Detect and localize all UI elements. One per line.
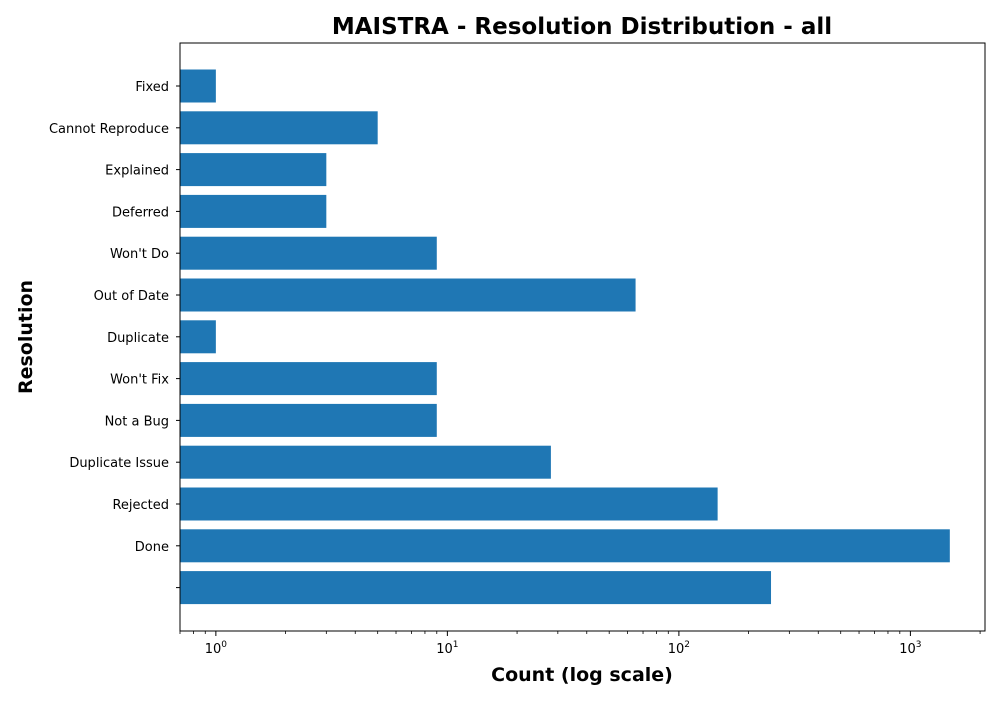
bar-2 <box>180 153 327 187</box>
y-tick-label-0: Fixed <box>135 80 169 95</box>
bar-5 <box>180 278 636 312</box>
ticks-layer: Fixed Cannot Reproduce Explained Deferred Wo… <box>49 80 981 657</box>
x-axis-label: Count (log scale) <box>491 664 673 686</box>
y-tick-label-6: Duplicate <box>107 331 169 346</box>
y-tick-label-1: Cannot Reproduce <box>49 122 169 137</box>
y-tick-label-11: Done <box>135 540 169 555</box>
bar-9 <box>180 445 551 479</box>
bar-10 <box>180 487 718 521</box>
y-tick-label-5: Out of Date <box>94 289 169 304</box>
bar-1 <box>180 111 378 145</box>
y-tick-label-4: Won't Do <box>110 247 169 262</box>
y-tick-label-7: Won't Fix <box>110 373 169 388</box>
chart-title: MAISTRA - Resolution Distribution - all <box>332 14 832 40</box>
bars-layer <box>180 69 950 605</box>
x-tick-label-0: 100 <box>205 640 228 657</box>
y-tick-label-8: Not a Bug <box>105 414 169 429</box>
bar-12 <box>180 571 772 605</box>
x-tick-label-2: 102 <box>668 640 690 657</box>
y-tick-label-10: Rejected <box>112 498 169 513</box>
bar-6 <box>180 320 216 354</box>
y-axis-label: Resolution <box>15 280 37 394</box>
bar-4 <box>180 236 437 270</box>
x-tick-label-3: 103 <box>899 640 921 657</box>
plot-frame <box>179 42 986 632</box>
bar-0 <box>180 69 216 103</box>
bar-8 <box>180 403 437 437</box>
y-tick-label-3: Deferred <box>112 205 169 220</box>
x-tick-label-1: 101 <box>436 640 458 657</box>
bar-7 <box>180 362 437 396</box>
y-tick-label-9: Duplicate Issue <box>69 456 169 471</box>
bar-3 <box>180 194 327 228</box>
bar-11 <box>180 529 950 563</box>
y-tick-label-2: Explained <box>105 164 169 179</box>
